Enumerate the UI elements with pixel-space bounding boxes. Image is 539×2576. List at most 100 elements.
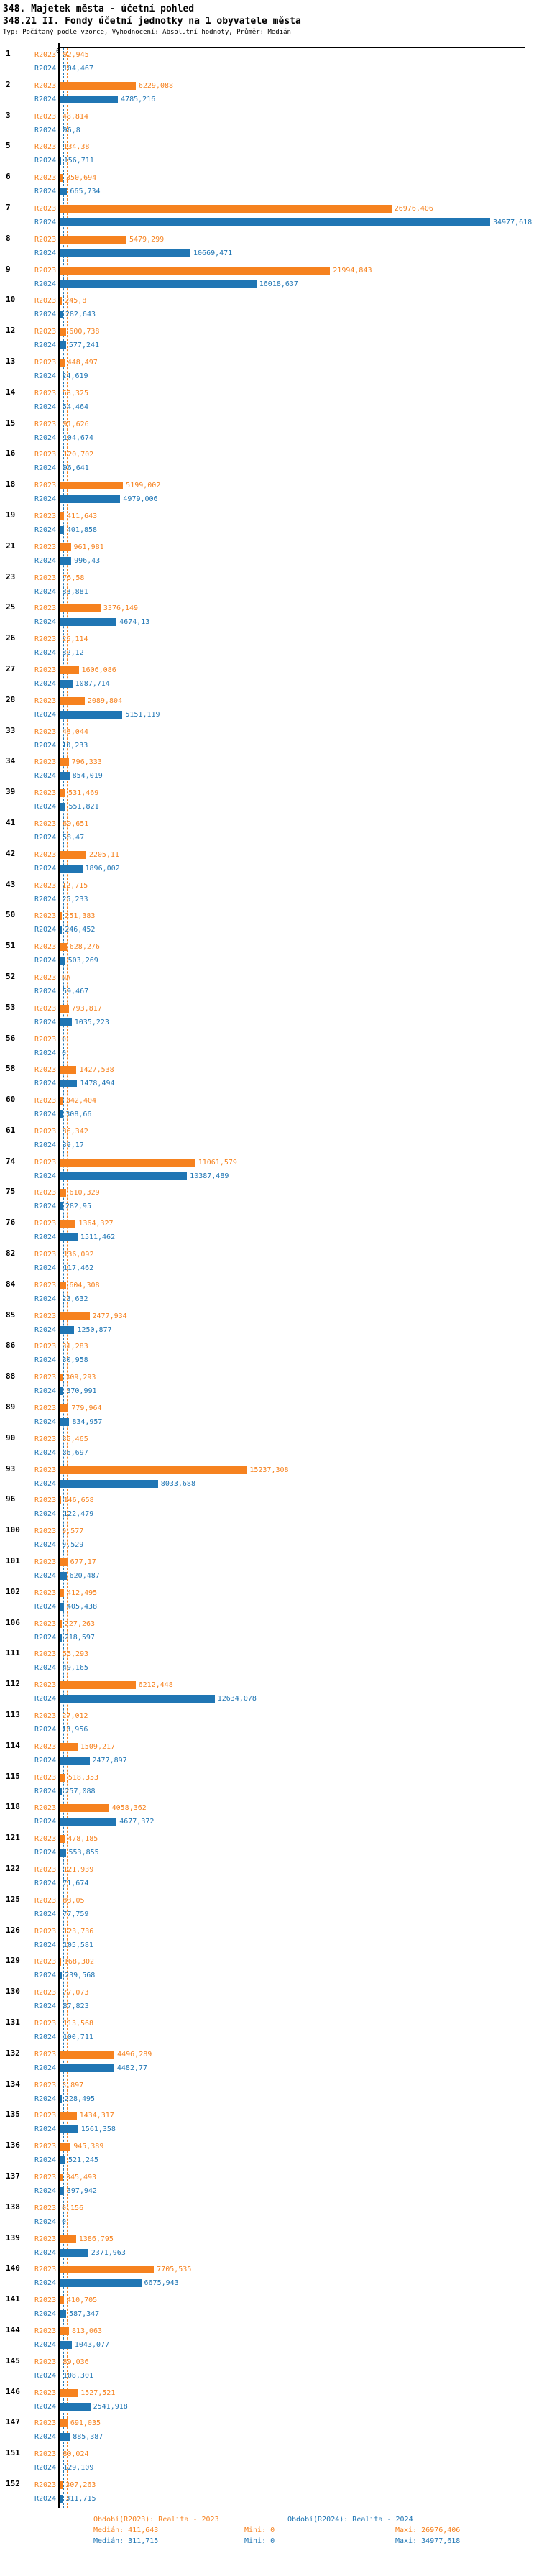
value-label: 793,817 — [71, 1004, 102, 1013]
chart-row: 75 R2023 610,329 R2024 282,95 — [0, 1185, 539, 1216]
bar-2023 — [59, 604, 101, 613]
value-label: 77,073 — [63, 1989, 89, 1997]
row-number: 41 — [6, 817, 16, 827]
bar-2023 — [59, 1958, 61, 1966]
value-label: 246,452 — [65, 926, 96, 934]
bar-line-2024: R2024 12634,078 — [34, 1692, 539, 1706]
series-label: R2023 — [34, 2112, 57, 2120]
bar-line-2024: R2024 117,462 — [34, 1261, 539, 1275]
row-number: 28 — [6, 694, 16, 704]
legend-min-2024: Mini: 0 — [244, 2536, 275, 2545]
series-label: R2024 — [34, 372, 57, 380]
bar-2024 — [59, 1233, 78, 1242]
row-number: 19 — [6, 510, 16, 520]
chart-row: 114 R2023 1509,217 R2024 2477,897 — [0, 1739, 539, 1770]
value-label: 146,658 — [63, 1496, 94, 1505]
value-label: 0 — [62, 1035, 67, 1044]
series-label: R2024 — [34, 1018, 57, 1026]
value-label: 23,632 — [62, 1294, 88, 1303]
value-label: 2089,804 — [87, 696, 123, 705]
row-number: 122 — [6, 1864, 20, 1874]
bar-pair: R2023 3376,149 R2024 4674,13 — [34, 601, 539, 632]
bar-track: 104,674 — [59, 433, 539, 442]
value-label: 32,12 — [62, 649, 84, 658]
row-number: 26 — [6, 633, 16, 643]
bar-2024 — [59, 341, 66, 350]
chart-row: 27 R2023 1606,086 R2024 1087,714 — [0, 663, 539, 694]
value-label: 411,643 — [67, 512, 98, 520]
bar-track: 885,387 — [59, 2433, 539, 2442]
row-number: 3 — [6, 110, 11, 120]
bar-track: 12,715 — [59, 881, 539, 890]
bar-line-2023: R2023 12,715 — [34, 879, 539, 893]
bar-2024 — [59, 1633, 62, 1642]
chart-row: 147 R2023 691,035 R2024 885,387 — [0, 2416, 539, 2447]
bar-track: 5151,119 — [59, 710, 539, 719]
bar-pair: R2023 1427,538 R2024 1478,494 — [34, 1062, 539, 1093]
series-label: R2024 — [34, 957, 57, 965]
bar-2024 — [59, 1110, 63, 1119]
bar-track: 10669,471 — [59, 249, 539, 257]
chart-row: 140 R2023 7705,535 R2024 6675,943 — [0, 2262, 539, 2293]
bar-track: 587,347 — [59, 2310, 539, 2319]
bar-line-2023: R2023 227,263 — [34, 1617, 539, 1631]
value-label: 96,641 — [63, 464, 89, 473]
bar-track: 604,308 — [59, 1281, 539, 1289]
bar-2023 — [59, 1558, 68, 1567]
value-label: 59,467 — [63, 987, 89, 995]
bar-line-2023: R2023 793,817 — [34, 1002, 539, 1016]
value-label: 610,329 — [69, 1189, 100, 1197]
series-label: R2023 — [34, 1496, 57, 1505]
chart-row: 3 R2023 48,814 R2024 96,8 — [0, 109, 539, 140]
series-label: R2024 — [34, 249, 57, 257]
bar-line-2024: R2024 24,619 — [34, 369, 539, 383]
series-label: R2024 — [34, 1787, 57, 1795]
series-label: R2024 — [34, 2125, 57, 2134]
value-label: 885,387 — [73, 2433, 103, 2442]
bar-track: 27,012 — [59, 1712, 539, 1721]
value-label: 620,487 — [69, 1572, 100, 1581]
row-number: 85 — [6, 1310, 16, 1320]
series-label: R2024 — [34, 433, 57, 442]
row-number: 52 — [6, 971, 16, 981]
chart-row: 12 R2023 600,738 R2024 577,241 — [0, 324, 539, 355]
series-label: R2024 — [34, 2464, 57, 2472]
row-number: 5 — [6, 141, 11, 151]
row-number: 141 — [6, 2294, 20, 2304]
bar-line-2024: R2024 246,452 — [34, 923, 539, 937]
row-number: 6 — [6, 172, 11, 182]
bar-track: 43,044 — [59, 727, 539, 736]
value-label: 1386,795 — [78, 2235, 114, 2243]
series-label: R2023 — [34, 943, 57, 952]
bar-line-2023: R2023 80,024 — [34, 2447, 539, 2461]
bar-line-2023: R2023 1606,086 — [34, 663, 539, 677]
plot-area: 1 R2023 92,945 R2024 104,467 2 R2023 6229,088 R2… — [0, 43, 539, 2508]
row-number: 39 — [6, 787, 16, 797]
value-label: 4677,372 — [119, 1818, 155, 1826]
row-number: 9 — [6, 264, 11, 274]
bar-line-2023: R2023 43,044 — [34, 725, 539, 739]
bar-track: 10,233 — [59, 741, 539, 750]
value-label: 342,404 — [65, 1097, 97, 1105]
value-label: 49,165 — [62, 1664, 88, 1673]
series-label: R2023 — [34, 2480, 57, 2489]
bar-track: 122,479 — [59, 1510, 539, 1519]
bar-2024 — [59, 1264, 60, 1273]
series-label: R2024 — [34, 1080, 57, 1088]
series-label: R2023 — [34, 1866, 57, 1874]
bar-line-2024: R2024 25,233 — [34, 893, 539, 906]
bar-track: 0 — [59, 1049, 539, 1057]
series-label: R2024 — [34, 1572, 57, 1581]
series-label: R2024 — [34, 402, 57, 411]
bar-track: 218,597 — [59, 1633, 539, 1642]
bar-pair: R2023 168,302 R2024 239,568 — [34, 1954, 539, 1985]
bar-track: 30,958 — [59, 1356, 539, 1365]
bar-pair: R2023 26976,406 R2024 34977,618 — [34, 201, 539, 232]
bar-track: 1478,494 — [59, 1080, 539, 1088]
value-label: 4496,289 — [117, 2050, 152, 2058]
row-number: 93 — [6, 1463, 16, 1473]
bar-line-2024: R2024 370,991 — [34, 1384, 539, 1398]
series-label: R2024 — [34, 741, 57, 750]
bar-pair: R2023 411,643 R2024 401,858 — [34, 509, 539, 540]
bar-2023 — [59, 1189, 67, 1197]
